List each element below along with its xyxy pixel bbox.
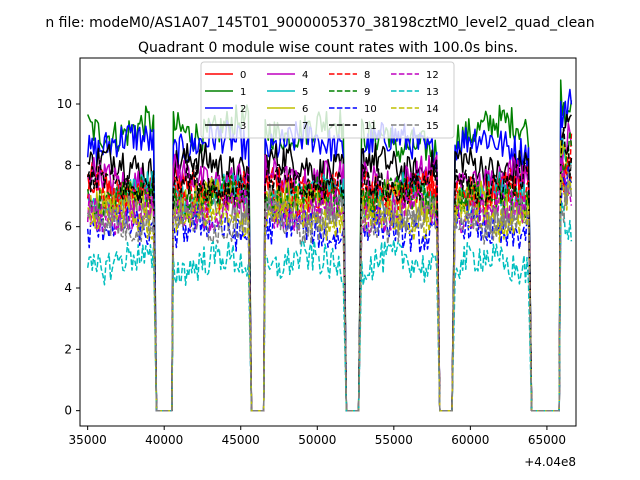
y-tick-label: 0 xyxy=(64,404,72,418)
legend-label-4: 4 xyxy=(302,70,308,81)
x-tick-label: 55000 xyxy=(375,433,413,447)
legend-label-15: 15 xyxy=(426,121,439,132)
legend-label-9: 9 xyxy=(364,87,370,98)
legend-label-8: 8 xyxy=(364,70,370,81)
chart-title: Quadrant 0 module wise count rates with … xyxy=(138,40,518,56)
y-axis: 0 2 4 6 8 10 xyxy=(57,97,80,418)
legend-label-6: 6 xyxy=(302,104,308,115)
x-tick-label: 45000 xyxy=(222,433,260,447)
x-axis: 35000 40000 45000 50000 55000 60000 65000 xyxy=(69,426,566,447)
legend-label-3: 3 xyxy=(240,121,246,132)
legend-label-12: 12 xyxy=(426,70,439,81)
legend-label-10: 10 xyxy=(364,104,377,115)
legend-label-11: 11 xyxy=(364,121,377,132)
figure-suptitle: n file: modeM0/AS1A07_145T01_9000005370_… xyxy=(45,15,594,31)
legend-label-0: 0 xyxy=(240,70,246,81)
plot-frame xyxy=(79,57,577,427)
y-tick-label: 8 xyxy=(64,158,72,172)
series-line-15 xyxy=(86,164,573,412)
x-tick-label: 40000 xyxy=(145,433,183,447)
x-tick-label: 65000 xyxy=(528,433,566,447)
legend-label-7: 7 xyxy=(302,121,308,132)
x-offset-label: +4.04e8 xyxy=(524,455,576,469)
legend-label-1: 1 xyxy=(240,87,246,98)
legend-label-14: 14 xyxy=(426,104,439,115)
y-tick-label: 2 xyxy=(64,342,72,356)
legend-label-13: 13 xyxy=(426,87,439,98)
x-tick-label: 60000 xyxy=(451,433,489,447)
legend-label-5: 5 xyxy=(302,87,308,98)
y-tick-label: 10 xyxy=(57,97,72,111)
x-tick-label: 50000 xyxy=(298,433,336,447)
legend-label-2: 2 xyxy=(240,104,246,115)
y-tick-label: 6 xyxy=(64,220,72,234)
x-tick-label: 35000 xyxy=(69,433,107,447)
legend-box xyxy=(200,61,455,139)
y-tick-label: 4 xyxy=(64,281,72,295)
